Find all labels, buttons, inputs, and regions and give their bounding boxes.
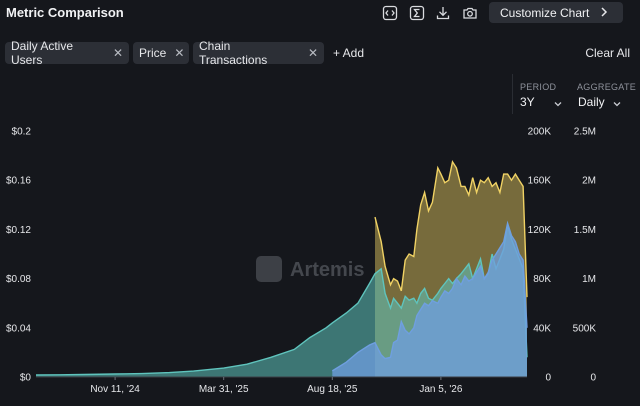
- y-tick-label: 0: [545, 373, 551, 384]
- series-line-daily-active-users[interactable]: [35, 224, 528, 376]
- x-tick-label: Mar 31, '25: [199, 384, 249, 395]
- series-line-price[interactable]: [374, 159, 528, 298]
- artemis-logo-icon: [256, 256, 282, 282]
- watermark-text: Artemis: [290, 259, 364, 281]
- chip-daily-active-users[interactable]: Daily Active Users ✕: [5, 39, 129, 67]
- x-tick-label: Aug 18, '25: [307, 384, 358, 395]
- series-area-chain-transactions: [332, 223, 527, 377]
- aggregate-label: AGGREGATE: [577, 82, 637, 92]
- chip-chain-transactions[interactable]: Chain Transactions ✕: [193, 39, 324, 67]
- series-line-chain-transactions[interactable]: [331, 220, 528, 372]
- y-tick-label: $0.2: [12, 127, 32, 138]
- y-tick-label: 40K: [533, 323, 551, 334]
- y-tick-label: 1M: [582, 274, 596, 285]
- artemis-watermark: Artemis: [256, 256, 364, 282]
- y-tick-label: $0.04: [6, 323, 31, 334]
- top-bar: Metric Comparison Customize Chart: [0, 0, 640, 26]
- y-tick-label: $0.16: [6, 176, 31, 187]
- sigma-icon[interactable]: [408, 4, 426, 22]
- y-tick-label: 2.5M: [574, 127, 596, 138]
- embed-icon[interactable]: [381, 4, 399, 22]
- divider: [512, 74, 513, 114]
- y-tick-label: 1.5M: [574, 225, 596, 236]
- chip-price[interactable]: Price ✕: [133, 42, 189, 64]
- y-tick-label: 2M: [582, 176, 596, 187]
- chevron-right-icon: [599, 5, 609, 22]
- clear-all-button[interactable]: Clear All: [585, 46, 630, 60]
- y-tick-label: $0: [20, 373, 32, 384]
- page-title: Metric Comparison: [6, 5, 124, 20]
- chevron-down-icon[interactable]: [612, 96, 622, 114]
- x-tick-label: Nov 11, '24: [90, 384, 140, 395]
- aggregate-select[interactable]: Daily: [578, 95, 605, 109]
- chip-label: Daily Active Users: [11, 39, 74, 67]
- close-icon[interactable]: ✕: [174, 46, 185, 60]
- chip-label: Chain Transactions: [199, 39, 268, 67]
- metric-chips: Daily Active Users ✕ Price ✕ Chain Trans…: [5, 39, 635, 67]
- camera-icon[interactable]: [461, 4, 479, 22]
- y-tick-label: 80K: [533, 274, 551, 285]
- y-tick-label: $0.08: [6, 274, 31, 285]
- period-select[interactable]: 3Y: [520, 95, 535, 109]
- y-tick-label: $0.12: [6, 225, 31, 236]
- customize-chart-label: Customize Chart: [500, 5, 590, 20]
- close-icon[interactable]: ✕: [307, 46, 318, 60]
- add-metric-button[interactable]: + Add: [333, 46, 365, 60]
- period-label: PERIOD: [520, 82, 557, 92]
- customize-chart-button[interactable]: Customize Chart: [489, 2, 623, 23]
- chevron-down-icon[interactable]: [553, 96, 563, 114]
- y-tick-label: 500K: [573, 323, 597, 334]
- y-tick-label: 0: [590, 373, 596, 384]
- x-tick-label: Jan 5, '26: [419, 384, 462, 395]
- y-tick-label: 200K: [528, 127, 552, 138]
- y-tick-label: 120K: [528, 225, 552, 236]
- y-tick-label: 160K: [528, 176, 552, 187]
- chip-label: Price: [139, 46, 167, 60]
- download-icon[interactable]: [434, 4, 452, 22]
- close-icon[interactable]: ✕: [112, 46, 123, 60]
